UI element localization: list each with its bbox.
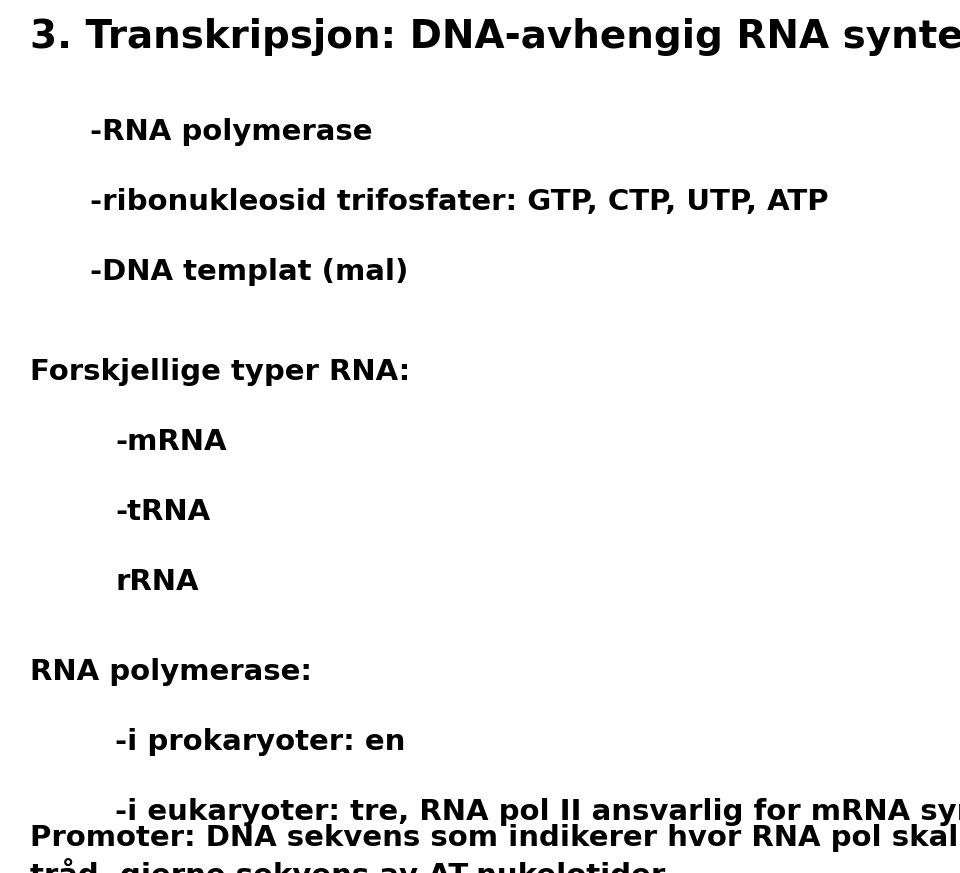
Text: -i prokaryoter: en: -i prokaryoter: en [115, 728, 405, 756]
Text: -ribonukleosid trifosfater: GTP, CTP, UTP, ATP: -ribonukleosid trifosfater: GTP, CTP, UT… [90, 188, 828, 216]
Text: RNA polymerase:: RNA polymerase: [30, 658, 312, 686]
Text: Forskjellige typer RNA:: Forskjellige typer RNA: [30, 358, 410, 386]
Text: tråd, gjerne sekvens av AT-nukelotider: tråd, gjerne sekvens av AT-nukelotider [30, 858, 665, 873]
Text: -DNA templat (mal): -DNA templat (mal) [90, 258, 408, 286]
Text: rRNA: rRNA [115, 568, 199, 596]
Text: -tRNA: -tRNA [115, 498, 210, 526]
Text: -RNA polymerase: -RNA polymerase [90, 118, 372, 146]
Text: -i eukaryoter: tre, RNA pol II ansvarlig for mRNA syntese: -i eukaryoter: tre, RNA pol II ansvarlig… [115, 798, 960, 826]
Text: -mRNA: -mRNA [115, 428, 227, 456]
Text: Promoter: DNA sekvens som indikerer hvor RNA pol skal starte og på hvilken: Promoter: DNA sekvens som indikerer hvor… [30, 820, 960, 852]
Text: 3. Transkripsjon: DNA-avhengig RNA syntese: 3. Transkripsjon: DNA-avhengig RNA synte… [30, 18, 960, 56]
